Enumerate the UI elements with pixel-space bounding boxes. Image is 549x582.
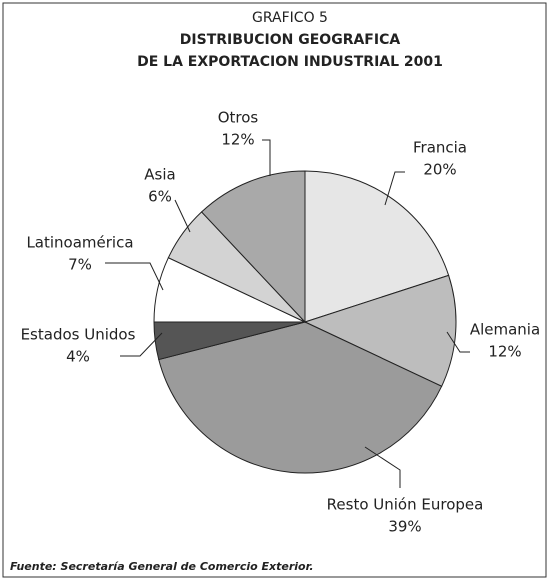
value-label: 20% — [423, 161, 456, 179]
leader-line — [262, 139, 271, 176]
leader-line — [384, 171, 405, 206]
slice-label: Resto Unión Europea — [327, 496, 484, 514]
value-label: 4% — [66, 348, 90, 366]
pie-slice — [158, 321, 443, 474]
chart-title: GRAFICO 5 — [252, 10, 328, 26]
slice-label: Francia — [413, 139, 467, 157]
leader-line — [364, 446, 401, 488]
leader-line — [446, 331, 470, 353]
slice-label: Otros — [218, 109, 259, 127]
value-label: 12% — [488, 343, 521, 361]
pie-slice — [303, 274, 457, 387]
slice-label: Latinoamérica — [26, 234, 133, 252]
value-label: 12% — [221, 131, 254, 149]
chart-title: DISTRIBUCION GEOGRAFICA — [180, 32, 401, 48]
slice-label: Alemania — [470, 321, 540, 339]
slice-label: Asia — [144, 166, 175, 184]
pie-slice — [200, 170, 306, 324]
leader-line — [120, 332, 163, 357]
value-label: 7% — [68, 256, 92, 274]
source: Fuente: Secretaría General de Comercio E… — [10, 560, 314, 573]
pie-slice — [304, 170, 450, 323]
value-label: 6% — [148, 188, 172, 206]
leader-line — [105, 262, 164, 291]
slice-label: Estados Unidos — [21, 326, 136, 344]
value-label: 39% — [388, 518, 421, 536]
chart-title: DE LA EXPORTACION INDUSTRIAL 2001 — [137, 54, 443, 70]
leader-line — [174, 199, 191, 233]
